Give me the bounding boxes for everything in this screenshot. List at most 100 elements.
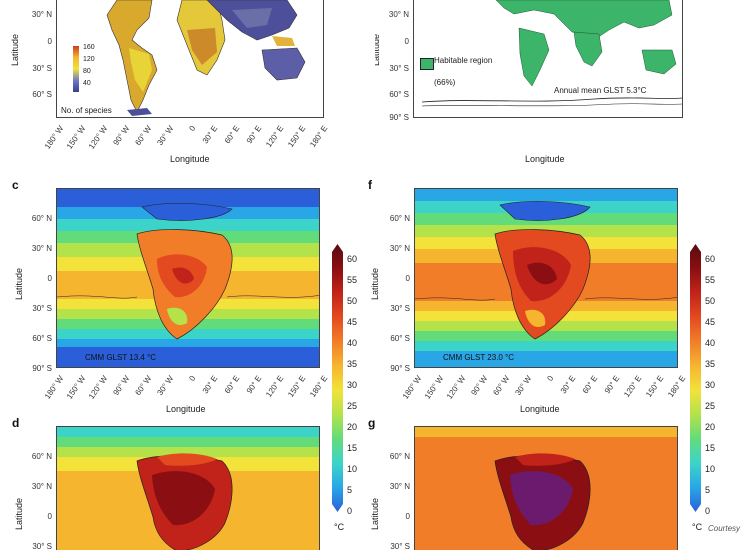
c-ytick-0: 60° N	[31, 214, 52, 223]
map-f: CMM GLST 23.0 °C	[414, 188, 678, 368]
colorbar-c-tick-3: 45	[347, 317, 358, 327]
f-ytick-2: 0	[405, 274, 410, 283]
d-ytick-0: 60° N	[31, 452, 52, 461]
colorbar-c-tick-4: 40	[347, 338, 358, 348]
colorbar-f	[690, 244, 701, 512]
c-ytick-2: 0	[47, 274, 52, 283]
f-ytick-3: 30° S	[390, 304, 410, 313]
b-ytick-3: 60° S	[389, 90, 409, 99]
a-ytick-2: 30° S	[32, 64, 52, 73]
f-ytick-4: 60° S	[390, 334, 410, 343]
colorbar-unit-c: °C	[334, 522, 345, 532]
habitable-south-america	[518, 27, 550, 87]
habitable-legend-swatch	[420, 58, 434, 70]
b-ytick-2: 30° S	[389, 64, 409, 73]
habitable-africa	[573, 31, 603, 67]
habitable-legend-pct: (66%)	[434, 78, 456, 87]
colorbar-f-tick-6: 30	[705, 380, 716, 390]
c-ytick-4: 60° S	[32, 334, 52, 343]
species-map-svg	[106, 0, 306, 116]
colorbar-f-tick-9: 15	[705, 443, 716, 453]
map-c: CMM GLST 13.4 °C	[56, 188, 320, 368]
map-d-svg	[57, 427, 319, 550]
c-ylabel: Latitude	[14, 267, 24, 300]
colorbar-c-tick-9: 15	[347, 443, 358, 453]
label-f: f	[368, 178, 372, 192]
map-d	[56, 426, 320, 550]
f-xlabel: Longitude	[520, 404, 560, 414]
b-ylabel: Latitude	[375, 33, 381, 66]
colorbar-c-tick-7: 25	[347, 401, 358, 411]
c-xlabel: Longitude	[166, 404, 206, 414]
g-ytick-2: 0	[405, 512, 410, 521]
d-ylabel: Latitude	[14, 497, 24, 530]
label-g: g	[368, 416, 376, 430]
panel-b: Habitable region (66%) Annual mean GLST …	[375, 0, 750, 170]
colorbar-f-tick-10: 10	[705, 464, 716, 474]
map-f-svg	[415, 189, 677, 367]
colorbar-c-tick-0: 60	[347, 254, 358, 264]
a-ytick-1: 0	[47, 37, 52, 46]
b-ytick-0: 30° N	[388, 10, 409, 19]
g-ytick-0: 60° N	[389, 452, 410, 461]
habitable-map: Habitable region (66%) Annual mean GLST …	[413, 0, 683, 118]
f-ytick-1: 30° N	[389, 244, 410, 253]
habitable-map-svg	[421, 0, 682, 107]
map-g	[414, 426, 678, 550]
species-legend-tick-2: 80	[83, 68, 91, 75]
colorbar-c-tick-1: 55	[347, 275, 358, 285]
species-map: 160 120 80 40 No. of species	[56, 0, 324, 118]
c-ytick-5: 90° S	[32, 364, 52, 373]
colorbar-c-tick-6: 30	[347, 380, 358, 390]
f-ylabel: Latitude	[370, 267, 380, 300]
species-legend-tick-0: 160	[83, 44, 95, 51]
label-c: c	[12, 178, 19, 192]
colorbar-f-tick-7: 25	[705, 401, 716, 411]
colorbar-c-tick-10: 10	[347, 464, 358, 474]
a-ytick-3: 60° S	[32, 90, 52, 99]
c-ytick-1: 30° N	[31, 244, 52, 253]
habitable-legend-label: Habitable region	[434, 56, 493, 65]
habitable-australia	[641, 49, 677, 75]
label-d: d	[12, 416, 20, 430]
australia-landmass	[261, 47, 306, 81]
map-c-svg	[57, 189, 319, 367]
colorbar-c-tick-12: 0	[347, 506, 353, 516]
colorbar-f-tick-11: 5	[705, 485, 711, 495]
colorbar-f-tick-1: 55	[705, 275, 716, 285]
a-ytick-0: 30° N	[31, 10, 52, 19]
g-ytick-3: 30° S	[390, 542, 410, 551]
annotation-c: CMM GLST 13.4 °C	[85, 353, 157, 362]
f-ytick-5: 90° S	[390, 364, 410, 373]
colorbar-c	[332, 244, 343, 512]
a-ylabel: Latitude	[10, 33, 20, 66]
d-ytick-1: 30° N	[31, 482, 52, 491]
map-g-svg	[415, 427, 677, 550]
g-ytick-1: 30° N	[389, 482, 410, 491]
colorbar-c-tick-2: 50	[347, 296, 358, 306]
species-legend-tick-1: 120	[83, 56, 95, 63]
b-ytick-4: 90° S	[389, 113, 409, 122]
colorbar-f-tick-5: 35	[705, 359, 716, 369]
colorbar-c-tick-8: 20	[347, 422, 358, 432]
image-credit: Courtesy	[708, 524, 741, 533]
f-ytick-0: 60° N	[389, 214, 410, 223]
colorbar-unit-f: °C	[692, 522, 703, 532]
colorbar-f-tick-0: 60	[705, 254, 716, 264]
species-legend-tick-3: 40	[83, 80, 91, 87]
colorbar-c-tick-5: 35	[347, 359, 358, 369]
a-xlabel: Longitude	[170, 154, 210, 164]
annotation-f: CMM GLST 23.0 °C	[443, 353, 515, 362]
colorbar-f-tick-3: 45	[705, 317, 716, 327]
d-ytick-2: 0	[47, 512, 52, 521]
colorbar-f-tick-4: 40	[705, 338, 716, 348]
b-ytick-1: 0	[404, 37, 409, 46]
panel-a: 160 120 80 40 No. of species 30° N 0 30°…	[0, 0, 375, 170]
species-legend-label: No. of species	[61, 106, 112, 115]
colorbar-f-tick-12: 0	[705, 506, 711, 516]
b-xlabel: Longitude	[525, 154, 565, 164]
habitable-annotation: Annual mean GLST 5.3°C	[554, 86, 647, 95]
colorbar-c-tick-11: 5	[347, 485, 353, 495]
species-legend	[73, 46, 79, 92]
d-ytick-3: 30° S	[32, 542, 52, 551]
